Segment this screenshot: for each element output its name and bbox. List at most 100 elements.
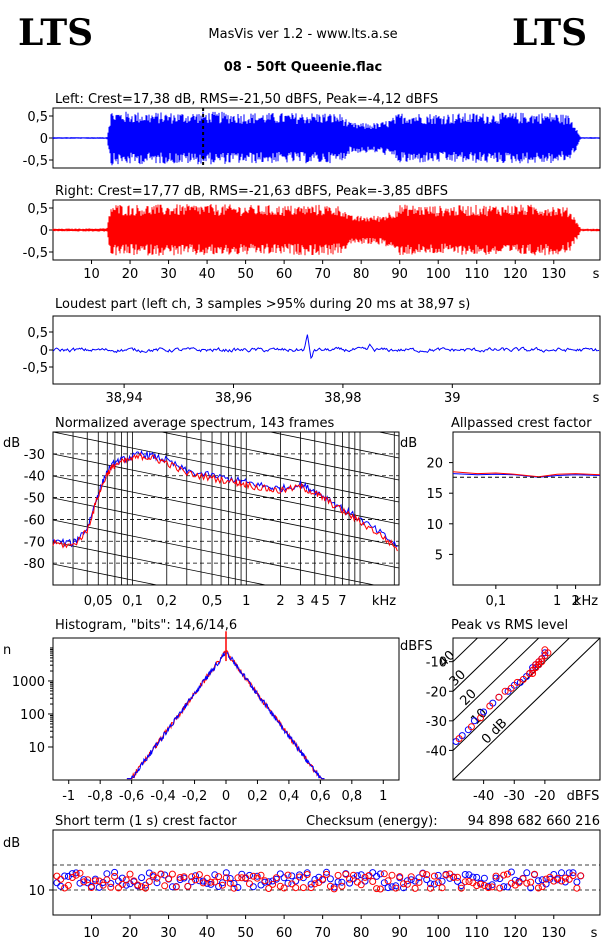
x-tick-label: 2 xyxy=(276,594,284,609)
st-point-right xyxy=(168,870,176,878)
st-point-left xyxy=(226,875,234,882)
x-tick-label: 1 xyxy=(553,594,561,609)
x-tick-label: -0,2 xyxy=(182,789,207,804)
pvr-point-right xyxy=(501,687,509,695)
st-point-left xyxy=(392,882,400,890)
st-point-right xyxy=(111,872,119,880)
panel-title: Histogram, "bits": 14,6/14,6 xyxy=(55,618,237,633)
st-point-right xyxy=(542,875,550,883)
x-tick-label: 0,1 xyxy=(122,594,143,609)
st-point-left xyxy=(53,879,61,887)
st-point-right xyxy=(53,872,61,880)
st-point-right xyxy=(122,876,130,884)
st-point-right xyxy=(380,870,388,878)
st-point-right xyxy=(195,871,203,879)
st-point-right xyxy=(561,874,569,882)
st-point-left xyxy=(500,883,508,891)
st-point-left xyxy=(388,883,396,891)
pvr-point-right xyxy=(513,678,521,686)
right-waveform-panel: Right: Crest=17,77 dB, RMS=-21,63 dBFS, … xyxy=(23,184,601,282)
panel-title: Left: Crest=17,38 dB, RMS=-21,50 dBFS, P… xyxy=(55,92,438,107)
st-point-right xyxy=(269,880,277,888)
st-point-left xyxy=(153,879,161,887)
st-point-left xyxy=(211,871,219,879)
y-tick-label: 0,5 xyxy=(27,202,48,217)
st-point-right xyxy=(103,876,111,884)
st-point-right xyxy=(299,884,307,892)
st-point-right xyxy=(396,873,404,881)
st-point-left xyxy=(230,880,238,887)
x-tick-label: 60 xyxy=(276,926,293,941)
y-tick-label: -40 xyxy=(24,470,45,485)
st-point-left xyxy=(427,880,434,888)
st-point-left xyxy=(284,879,292,887)
st-point-left xyxy=(234,884,242,891)
st-point-right xyxy=(477,880,485,888)
y-tick-label: -0,5 xyxy=(23,361,48,376)
crest-left xyxy=(452,473,601,478)
st-point-left xyxy=(168,883,176,891)
st-point-right xyxy=(492,872,500,880)
st-point-right xyxy=(280,884,288,892)
slope-line xyxy=(53,541,268,585)
st-point-right xyxy=(153,874,161,882)
x-tick-label: 38,98 xyxy=(324,391,361,406)
diagonal-label: 20 xyxy=(458,687,480,709)
st-point-left xyxy=(61,872,69,880)
st-point-right xyxy=(72,871,80,879)
y-tick-label: -30 xyxy=(24,448,45,463)
st-point-right xyxy=(303,871,311,878)
st-point-right xyxy=(157,870,165,878)
st-point-left xyxy=(222,869,230,877)
st-point-right xyxy=(369,878,377,885)
st-point-left xyxy=(72,869,80,877)
panel-title: Right: Crest=17,77 dB, RMS=-21,63 dBFS, … xyxy=(55,184,448,199)
st-point-right xyxy=(438,884,446,892)
x-tick-label: 50 xyxy=(237,267,254,282)
st-point-right xyxy=(192,876,199,884)
st-point-right xyxy=(249,872,257,880)
panel-title: Loudest part (left ch, 3 samples >95% du… xyxy=(55,297,470,312)
st-point-left xyxy=(454,877,461,885)
x-unit: s xyxy=(593,391,600,406)
x-tick-label: 100 xyxy=(426,267,451,282)
x-tick-label: 20 xyxy=(122,926,139,941)
st-point-right xyxy=(88,884,95,891)
st-point-right xyxy=(234,874,242,882)
y-axis-label: n xyxy=(3,643,11,658)
st-point-right xyxy=(457,884,465,892)
x-tick-label: 30 xyxy=(160,267,177,282)
y-tick-label: 5 xyxy=(435,548,443,563)
st-point-right xyxy=(430,872,438,880)
st-point-left xyxy=(573,878,581,886)
x-tick-label: 5 xyxy=(322,594,330,609)
st-point-right xyxy=(323,870,330,878)
st-point-left xyxy=(145,869,153,877)
pvr-point-right xyxy=(486,702,494,710)
x-tick-label: 70 xyxy=(314,926,331,941)
st-point-left xyxy=(523,869,531,877)
st-point-right xyxy=(565,875,573,883)
y-tick-label: 10 xyxy=(28,741,45,756)
st-point-left xyxy=(534,877,542,885)
x-tick-label: 10 xyxy=(83,267,100,282)
slope-line xyxy=(53,563,159,585)
st-point-left xyxy=(219,879,226,887)
y-tick-label: 20 xyxy=(426,457,443,472)
st-point-right xyxy=(534,884,542,892)
pvr-point-right xyxy=(467,723,475,731)
st-point-right xyxy=(373,885,381,893)
x-tick-label: -20 xyxy=(534,789,555,804)
x-tick-label: 4 xyxy=(311,594,319,609)
st-point-right xyxy=(272,874,280,882)
st-point-right xyxy=(311,880,319,888)
st-point-right xyxy=(172,883,180,891)
st-point-left xyxy=(307,880,315,888)
st-point-right xyxy=(577,872,585,880)
st-point-left xyxy=(111,868,119,876)
x-tick-label: 110 xyxy=(464,267,489,282)
st-point-right xyxy=(64,881,72,889)
st-point-right xyxy=(215,873,223,881)
loudest-part-panel: Loudest part (left ch, 3 samples >95% du… xyxy=(23,297,601,406)
